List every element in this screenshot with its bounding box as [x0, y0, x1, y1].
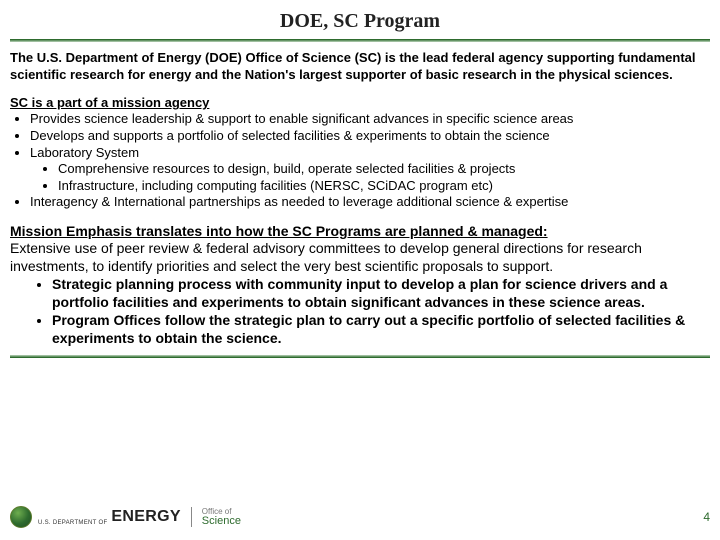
footer: U.S. DEPARTMENT OF ENERGY Office of Scie… [10, 500, 710, 534]
office-line2: Science [202, 516, 241, 527]
title-divider [10, 39, 710, 42]
section1-heading: SC is a part of a mission agency [10, 95, 710, 110]
list-item: Comprehensive resources to design, build… [58, 161, 710, 178]
brand-block: U.S. DEPARTMENT OF ENERGY Office of Scie… [10, 506, 241, 528]
list-item-label: Laboratory System [30, 145, 139, 160]
dept-line: U.S. DEPARTMENT OF [38, 521, 107, 526]
dept-label: U.S. DEPARTMENT OF [38, 521, 107, 526]
section2-heading: Mission Emphasis translates into how the… [10, 223, 710, 239]
slide-title: DOE, SC Program [10, 10, 710, 39]
list-item: Strategic planning process with communit… [52, 276, 710, 312]
section-mission-agency: SC is a part of a mission agency Provide… [10, 95, 710, 211]
doe-seal-icon [10, 506, 32, 528]
office-of-science: Office of Science [202, 508, 241, 527]
energy-wordmark: U.S. DEPARTMENT OF ENERGY [38, 508, 181, 526]
section-mission-emphasis: Mission Emphasis translates into how the… [10, 223, 710, 347]
slide: DOE, SC Program The U.S. Department of E… [0, 0, 720, 540]
list-item: Interagency & International partnerships… [30, 194, 710, 211]
section2-para: Extensive use of peer review & federal a… [10, 240, 710, 276]
list-item: Provides science leadership & support to… [30, 111, 710, 128]
section1-list: Provides science leadership & support to… [10, 111, 710, 211]
brand-divider [191, 507, 192, 527]
page-number: 4 [703, 510, 710, 524]
list-item: Program Offices follow the strategic pla… [52, 312, 710, 348]
footer-divider [10, 355, 710, 358]
section1-sublist: Comprehensive resources to design, build… [30, 161, 710, 194]
energy-text: ENERGY [111, 508, 180, 526]
section2-list: Strategic planning process with communit… [10, 276, 710, 348]
list-item: Develops and supports a portfolio of sel… [30, 128, 710, 145]
list-item: Laboratory System Comprehensive resource… [30, 145, 710, 195]
list-item: Infrastructure, including computing faci… [58, 178, 710, 195]
lead-paragraph: The U.S. Department of Energy (DOE) Offi… [10, 50, 710, 83]
